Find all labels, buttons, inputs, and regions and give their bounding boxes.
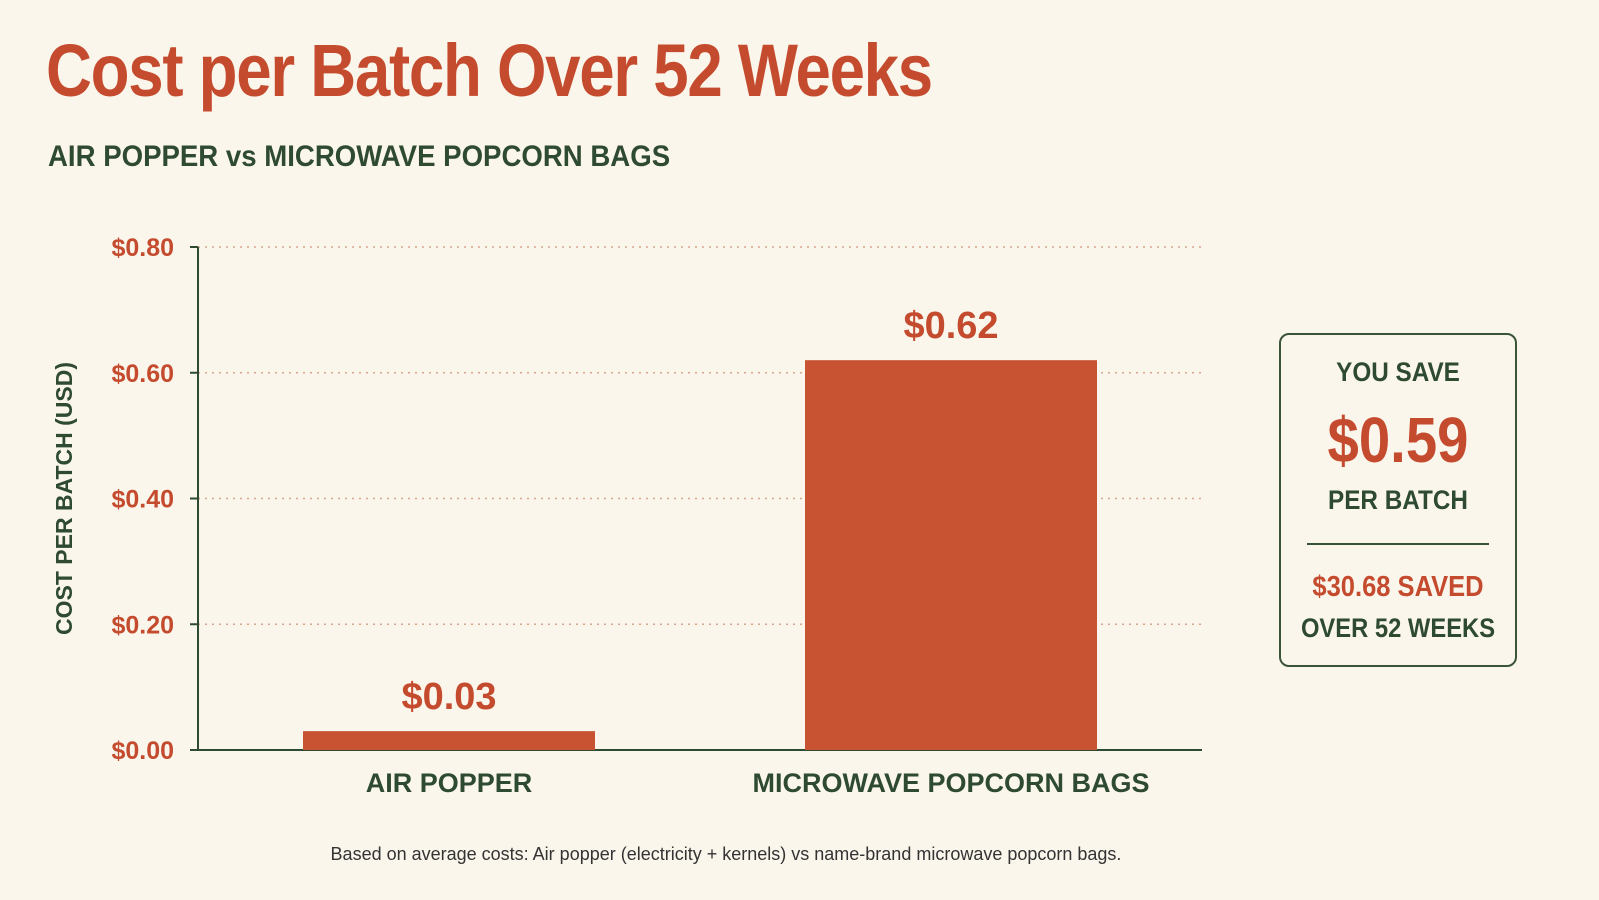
bar-microwave-popcorn-bags — [805, 360, 1097, 750]
y-tick-label: $0.60 — [111, 360, 174, 388]
savings-heading: YOU SAVE — [1336, 357, 1460, 387]
y-tick-label: $0.20 — [111, 611, 174, 639]
bar-air-popper — [303, 731, 595, 750]
y-tick-label: $0.40 — [111, 486, 174, 514]
savings-total: $30.68 SAVED — [1312, 571, 1484, 603]
y-tick-label: $0.80 — [111, 234, 174, 262]
chart-title: Cost per Batch Over 52 Weeks — [46, 29, 933, 112]
savings-period: OVER 52 WEEKS — [1300, 613, 1496, 643]
x-category-label: MICROWAVE POPCORN BAGS — [752, 768, 1149, 798]
bar-value-label: $0.03 — [401, 676, 496, 718]
footnote: Based on average costs: Air popper (elec… — [330, 844, 1122, 864]
bar-value-label: $0.62 — [903, 305, 998, 347]
y-tick-label: $0.00 — [111, 737, 174, 765]
savings-per-batch-label: PER BATCH — [1328, 485, 1468, 515]
y-axis-label: COST PER BATCH (USD) — [51, 362, 77, 635]
savings-per-batch-amount: $0.59 — [1327, 404, 1469, 476]
x-category-label: AIR POPPER — [366, 768, 533, 798]
savings-callout: YOU SAVE $0.59 PER BATCH $30.68 SAVED OV… — [1279, 333, 1517, 667]
chart-subtitle: AIR POPPER vs MICROWAVE POPCORN BAGS — [48, 140, 671, 173]
savings-divider — [1307, 543, 1489, 545]
